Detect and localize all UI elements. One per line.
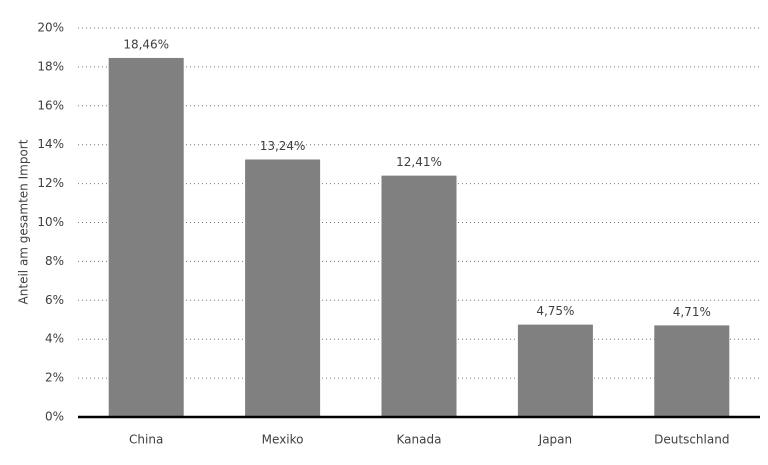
x-tick-label: Mexiko <box>262 433 304 447</box>
x-tick-label: China <box>129 433 163 447</box>
y-tick-label: 14% <box>37 137 64 151</box>
bar <box>108 57 184 417</box>
bar <box>654 325 730 417</box>
y-tick-label: 18% <box>37 59 64 73</box>
data-label: 12,41% <box>396 155 442 169</box>
bar <box>381 175 457 417</box>
bar <box>245 159 321 417</box>
bar <box>517 324 593 417</box>
y-tick-label: 0% <box>45 410 64 424</box>
y-tick-label: 6% <box>45 293 64 307</box>
x-tick-label: Kanada <box>397 433 442 447</box>
data-label: 4,71% <box>673 305 711 319</box>
data-label: 13,24% <box>260 139 306 153</box>
data-label: 18,46% <box>123 37 169 51</box>
y-tick-label: 12% <box>37 176 64 190</box>
y-tick-label: 16% <box>37 98 64 112</box>
y-tick-label: 4% <box>45 332 64 346</box>
x-tick-label: Japan <box>538 433 572 447</box>
y-tick-label: 2% <box>45 371 64 385</box>
data-label: 4,75% <box>536 304 574 318</box>
x-tick-label: Deutschland <box>654 433 729 447</box>
y-tick-label: 10% <box>37 215 64 229</box>
y-tick-label: 8% <box>45 254 64 268</box>
y-tick-label: 20% <box>37 21 64 35</box>
y-axis-label: Anteil am gesamten Import <box>17 139 31 304</box>
